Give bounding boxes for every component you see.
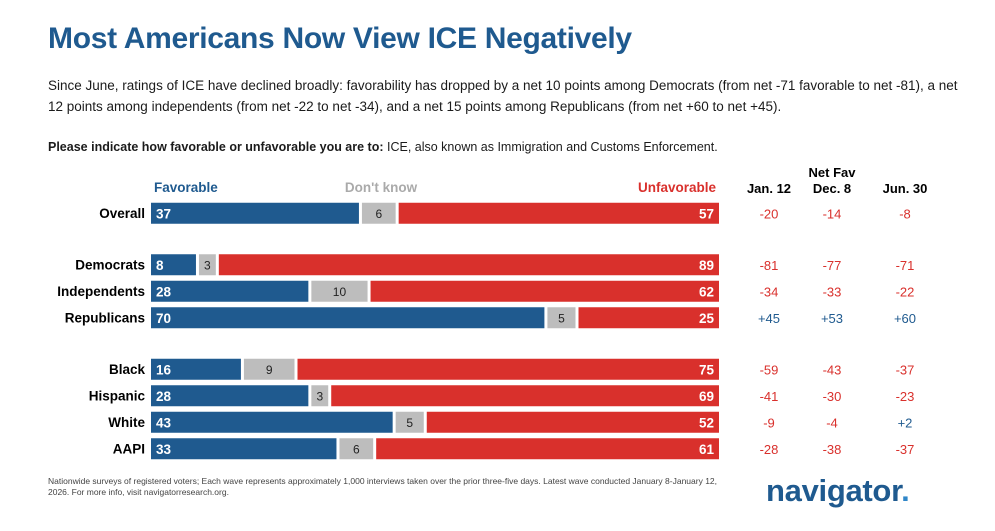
net-value-aapi-1: -38 <box>823 442 842 457</box>
net-value-white-1: -4 <box>826 415 838 430</box>
net-value-independents-2: -22 <box>896 284 915 299</box>
value-dont-know-republicans: 5 <box>558 311 565 325</box>
net-value-overall-2: -8 <box>899 206 911 221</box>
row-label-independents: Independents <box>57 284 145 299</box>
bar-favorable-overall <box>151 202 359 224</box>
row-label-overall: Overall <box>99 206 145 221</box>
net-value-democrats-2: -71 <box>896 258 915 273</box>
bar-favorable-democrats <box>151 254 196 276</box>
bar-favorable-hispanic <box>151 385 309 407</box>
net-value-black-2: -37 <box>896 362 915 377</box>
value-favorable-independents: 28 <box>156 284 172 299</box>
value-dont-know-white: 5 <box>406 416 413 430</box>
net-value-independents-0: -34 <box>760 284 779 299</box>
value-dont-know-aapi: 6 <box>353 442 360 456</box>
value-favorable-aapi: 33 <box>156 442 172 457</box>
value-favorable-hispanic: 28 <box>156 389 172 404</box>
row-label-democrats: Democrats <box>75 257 145 272</box>
net-value-republicans-2: +60 <box>894 311 916 326</box>
net-value-republicans-1: +53 <box>821 311 843 326</box>
value-dont-know-independents: 10 <box>333 285 347 299</box>
bar-unfavorable-overall <box>398 202 719 224</box>
survey-question-prompt: Please indicate how favorable or unfavor… <box>48 140 384 154</box>
value-favorable-white: 43 <box>156 415 172 430</box>
value-favorable-republicans: 70 <box>156 311 171 326</box>
net-value-republicans-0: +45 <box>758 311 780 326</box>
value-unfavorable-independents: 62 <box>699 284 714 299</box>
net-value-hispanic-2: -23 <box>896 389 915 404</box>
net-value-black-1: -43 <box>823 362 842 377</box>
row-label-aapi: AAPI <box>113 441 145 456</box>
bar-favorable-republicans <box>151 307 545 329</box>
survey-question: Please indicate how favorable or unfavor… <box>48 140 718 154</box>
net-value-overall-0: -20 <box>760 206 779 221</box>
value-unfavorable-white: 52 <box>699 415 714 430</box>
navigator-logo: navigator. <box>766 473 910 509</box>
bar-unfavorable-democrats <box>218 254 719 276</box>
bar-unfavorable-white <box>426 411 719 433</box>
chart-subtitle: Since June, ratings of ICE have declined… <box>48 78 958 114</box>
net-fav-header: Net Fav <box>809 165 857 180</box>
bar-unfavorable-independents <box>370 280 719 302</box>
row-label-hispanic: Hispanic <box>89 388 146 403</box>
net-value-white-2: +2 <box>898 415 913 430</box>
bar-unfavorable-hispanic <box>331 385 719 407</box>
net-value-independents-1: -33 <box>823 284 842 299</box>
bar-favorable-aapi <box>151 438 337 460</box>
net-value-democrats-0: -81 <box>760 258 779 273</box>
net-value-overall-1: -14 <box>823 206 842 221</box>
net-column-header-1: Dec. 8 <box>813 181 851 196</box>
value-favorable-democrats: 8 <box>156 258 164 273</box>
row-label-white: White <box>108 415 145 430</box>
value-unfavorable-black: 75 <box>699 362 715 377</box>
value-unfavorable-democrats: 89 <box>699 258 714 273</box>
footnote: Nationwide surveys of registered voters;… <box>48 476 718 497</box>
legend-unfavorable: Unfavorable <box>638 180 717 195</box>
bar-unfavorable-black <box>297 358 719 380</box>
logo-dot: . <box>901 473 910 508</box>
net-value-aapi-0: -28 <box>760 442 779 457</box>
value-unfavorable-republicans: 25 <box>699 311 715 326</box>
bar-dont-know-aapi <box>339 438 374 460</box>
net-value-aapi-2: -37 <box>896 442 915 457</box>
net-value-hispanic-0: -41 <box>760 389 779 404</box>
bar-dont-know-black <box>243 358 295 380</box>
value-unfavorable-aapi: 61 <box>699 442 715 457</box>
net-column-header-0: Jan. 12 <box>747 181 791 196</box>
bar-dont-know-republicans <box>547 307 576 329</box>
value-favorable-black: 16 <box>156 362 172 377</box>
survey-question-subject: ICE, also known as Immigration and Custo… <box>383 140 718 154</box>
bar-dont-know-democrats <box>198 254 216 276</box>
net-value-hispanic-1: -30 <box>823 389 842 404</box>
stacked-bar-chart: Favorable Don't know Unfavorable Net Fav Jan… <box>57 165 928 460</box>
value-dont-know-overall: 6 <box>375 207 382 221</box>
bar-dont-know-independents <box>311 280 368 302</box>
value-unfavorable-hispanic: 69 <box>699 389 714 404</box>
net-value-black-0: -59 <box>760 362 779 377</box>
row-label-republicans: Republicans <box>65 310 145 325</box>
chart-title: Most Americans Now View ICE Negatively <box>48 22 632 55</box>
row-label-black: Black <box>109 362 146 377</box>
bar-favorable-white <box>151 411 393 433</box>
legend-dont-know: Don't know <box>345 180 418 195</box>
legend-favorable: Favorable <box>154 180 218 195</box>
value-dont-know-democrats: 3 <box>204 258 211 272</box>
bar-dont-know-white <box>395 411 424 433</box>
net-value-democrats-1: -77 <box>823 258 842 273</box>
net-value-white-0: -9 <box>763 415 775 430</box>
bar-unfavorable-republicans <box>578 307 719 329</box>
value-favorable-overall: 37 <box>156 206 171 221</box>
bar-favorable-black <box>151 358 241 380</box>
logo-wordmark: navigator <box>766 473 902 508</box>
value-unfavorable-overall: 57 <box>699 206 714 221</box>
bar-unfavorable-aapi <box>376 438 719 460</box>
bar-favorable-independents <box>151 280 309 302</box>
bar-dont-know-hispanic <box>311 385 329 407</box>
value-dont-know-hispanic: 3 <box>316 389 323 403</box>
net-column-header-2: Jun. 30 <box>883 181 928 196</box>
value-dont-know-black: 9 <box>266 363 273 377</box>
bar-dont-know-overall <box>361 202 396 224</box>
